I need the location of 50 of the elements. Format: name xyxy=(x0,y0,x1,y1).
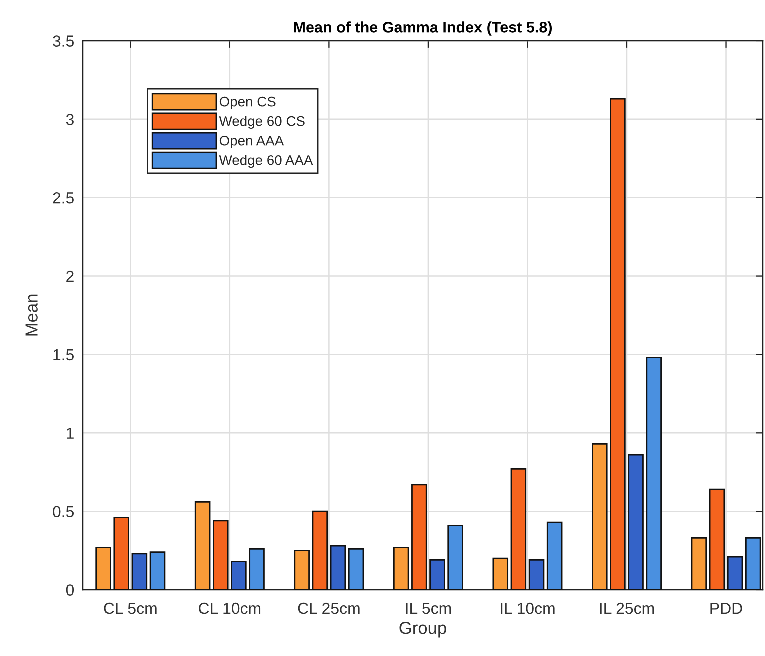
bar xyxy=(510,468,527,590)
y-tick-label: 0 xyxy=(66,584,74,596)
y-tick-label: 3.5 xyxy=(53,36,74,47)
bar xyxy=(727,556,744,590)
y-tick-label: 2 xyxy=(66,270,74,282)
chart-title: Mean of the Gamma Index (Test 5.8) xyxy=(294,22,552,36)
bar xyxy=(393,546,410,590)
bar xyxy=(528,560,545,590)
bar xyxy=(194,501,211,590)
bar xyxy=(628,454,644,590)
bar xyxy=(96,546,112,590)
bar xyxy=(691,538,708,590)
bar xyxy=(114,517,130,590)
y-tick-label: 2.5 xyxy=(53,192,74,204)
bar xyxy=(646,357,662,590)
x-tick-label: IL 10cm xyxy=(501,602,555,614)
bar xyxy=(448,524,464,590)
legend-label: Wedge 60 CS xyxy=(219,116,305,130)
x-tick-label: IL 25cm xyxy=(600,602,654,614)
bar xyxy=(231,561,247,590)
bar xyxy=(430,560,446,590)
bar xyxy=(212,520,229,590)
x-tick-label: CL 25cm xyxy=(298,602,360,614)
y-tick-label: 3 xyxy=(66,114,74,126)
bar xyxy=(412,484,428,590)
bar xyxy=(150,552,166,590)
bar xyxy=(546,522,563,590)
bar xyxy=(745,538,762,590)
y-tick-label: 1.5 xyxy=(54,350,74,361)
bar xyxy=(312,510,328,590)
x-tick-label: IL 5cm xyxy=(406,603,452,614)
bar xyxy=(249,548,265,590)
y-axis-title: Mean xyxy=(26,294,38,336)
bar xyxy=(709,488,726,590)
legend-label: Open AAA xyxy=(220,136,284,149)
bar xyxy=(294,550,310,590)
legend-label: Open CS xyxy=(220,96,276,110)
x-tick-label: CL 5cm xyxy=(104,602,157,614)
bar xyxy=(330,545,346,590)
x-axis-title: Group xyxy=(400,622,446,638)
y-tick-label: 0.5 xyxy=(53,506,74,518)
x-tick-label: CL 10cm xyxy=(199,602,261,614)
y-tick-label: 1 xyxy=(67,428,74,439)
bar xyxy=(492,558,509,590)
legend-label: Wedge 60 AAA xyxy=(219,155,314,168)
bar xyxy=(132,553,148,590)
bar xyxy=(610,98,626,590)
x-tick-label: PDD xyxy=(710,603,742,614)
bar xyxy=(348,548,364,590)
bar xyxy=(592,443,608,590)
